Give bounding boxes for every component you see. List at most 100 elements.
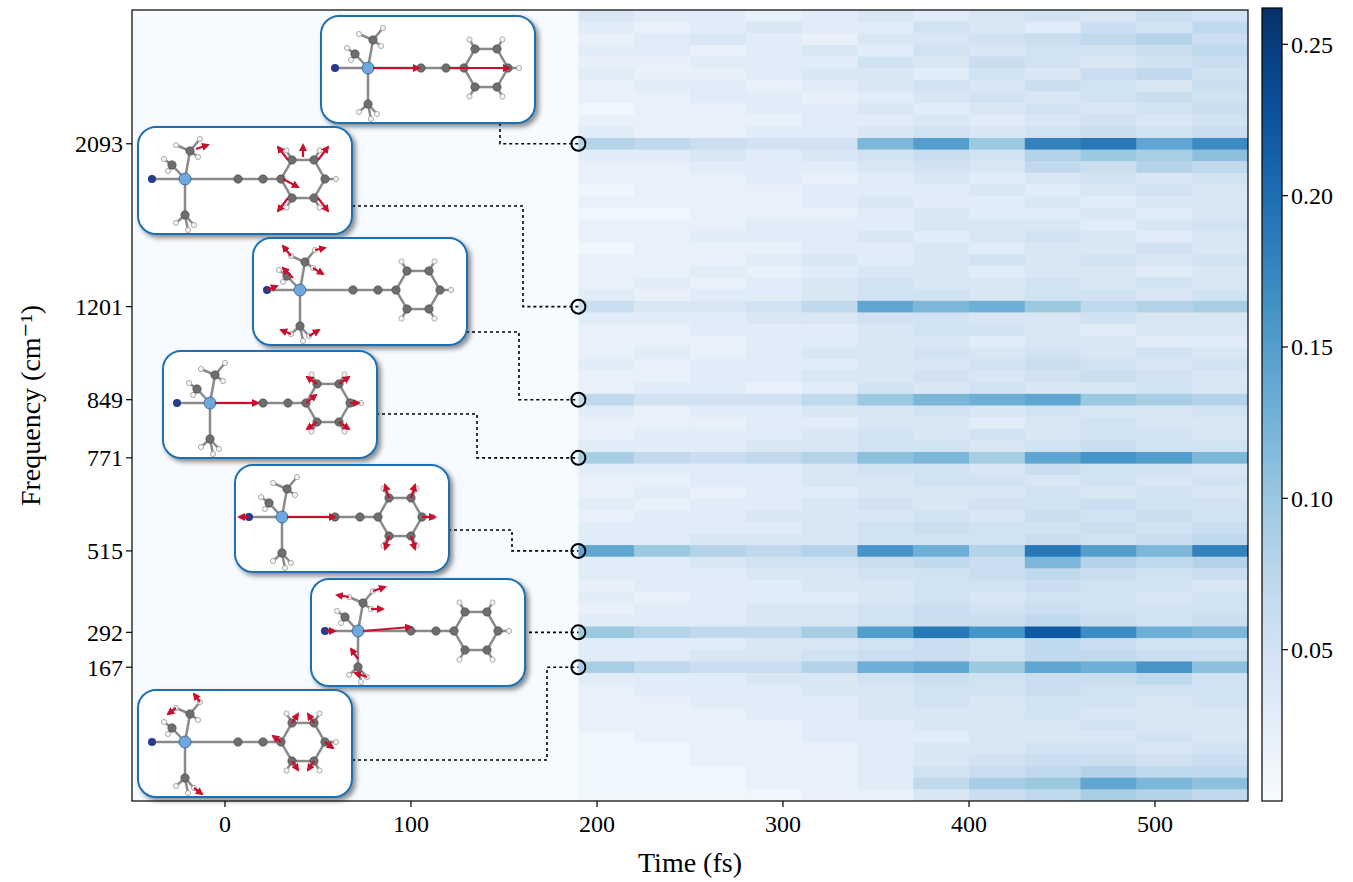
heat-cell [857, 196, 913, 208]
heat-cell [913, 115, 969, 127]
heat-cell [969, 115, 1025, 127]
heat-cell [1025, 708, 1081, 720]
hydrogen [284, 148, 289, 153]
colorbar-tick-label: 0.10 [1291, 486, 1333, 512]
heat-cell [690, 452, 746, 464]
heat-cell [690, 161, 746, 173]
heat-cell [913, 243, 969, 255]
heat-cell [857, 708, 913, 720]
heat-cell [1081, 557, 1137, 569]
heat-cell [578, 475, 634, 487]
silicon [204, 397, 216, 409]
heat-cell [802, 336, 858, 348]
heat-cell [969, 161, 1025, 173]
heat-cell [1192, 754, 1248, 766]
heat-cell [746, 464, 802, 476]
heat-cell [802, 243, 858, 255]
heat-cell [1081, 10, 1137, 22]
displacement-arrow [350, 402, 359, 404]
heat-cell [1136, 254, 1192, 266]
heat-cell [802, 347, 858, 359]
hydrogen [195, 154, 200, 159]
heat-cell [857, 336, 913, 348]
heat-cell [746, 278, 802, 290]
heat-cell [857, 371, 913, 383]
heat-cell [1025, 173, 1081, 185]
heat-cell [1192, 336, 1248, 348]
heat-cell [1081, 208, 1137, 220]
heat-cell [1192, 68, 1248, 80]
heat-cell [1192, 464, 1248, 476]
heat-cell [969, 487, 1025, 499]
heat-cell [578, 568, 634, 580]
hydrogen [380, 25, 385, 30]
heat-cell [1081, 766, 1137, 778]
colorbar-tick [1282, 346, 1288, 347]
heat-cell [913, 57, 969, 69]
heat-cell [578, 150, 634, 162]
heat-cell [1025, 219, 1081, 231]
heat-cell [1192, 394, 1248, 406]
heat-cell [746, 394, 802, 406]
heat-cell [1192, 312, 1248, 324]
heat-cell [857, 289, 913, 301]
heat-cell [578, 417, 634, 429]
molecule [263, 246, 454, 344]
displacement-arrow [355, 673, 367, 677]
molecule [331, 25, 522, 121]
displacement-arrow [351, 649, 358, 659]
displacement-arrow [308, 714, 314, 723]
heat-cell [1192, 138, 1248, 150]
heat-cell [857, 685, 913, 697]
heat-cell [913, 406, 969, 418]
heat-cell [802, 208, 858, 220]
y-tick [126, 667, 132, 668]
silicon [352, 625, 364, 637]
hydrogen [358, 400, 363, 405]
heat-cell [690, 324, 746, 336]
heat-cell [690, 510, 746, 522]
heat-cell [913, 696, 969, 708]
displacement-arrow [196, 145, 208, 149]
heat-cell [1192, 766, 1248, 778]
hydrogen [284, 205, 289, 210]
heat-cell [857, 499, 913, 511]
heat-cell [969, 627, 1025, 639]
heat-cell [746, 650, 802, 662]
heat-cell [634, 720, 690, 732]
heat-cell [913, 754, 969, 766]
heat-cell [857, 278, 913, 290]
carbon [351, 50, 359, 58]
heat-cell [690, 417, 746, 429]
heat-cell [1025, 278, 1081, 290]
hydrogen [448, 287, 453, 292]
heat-cell [913, 778, 969, 790]
heat-cell [913, 68, 969, 80]
carbon [374, 513, 382, 521]
carbon [354, 663, 362, 671]
heat-cell [746, 533, 802, 545]
heat-cell [1136, 312, 1192, 324]
heat-cell [690, 126, 746, 138]
heat-cell [1192, 580, 1248, 592]
carbon [206, 435, 214, 443]
heat-cell [1081, 429, 1137, 441]
heat-cell [634, 57, 690, 69]
carbon [288, 194, 296, 202]
heat-cell [578, 394, 634, 406]
heat-cell [857, 452, 913, 464]
heat-cell [1025, 254, 1081, 266]
heat-cell [913, 371, 969, 383]
heat-cell [969, 603, 1025, 615]
heat-cell [746, 568, 802, 580]
carbon [296, 322, 304, 330]
heat-cell [1025, 510, 1081, 522]
heat-cell [802, 789, 858, 801]
hydrogen [333, 739, 338, 744]
heat-cell [969, 91, 1025, 103]
mode-anchor [571, 451, 585, 465]
heat-cell [1025, 743, 1081, 755]
heat-cell [578, 766, 634, 778]
heat-cell [1025, 592, 1081, 604]
heat-cell [857, 487, 913, 499]
